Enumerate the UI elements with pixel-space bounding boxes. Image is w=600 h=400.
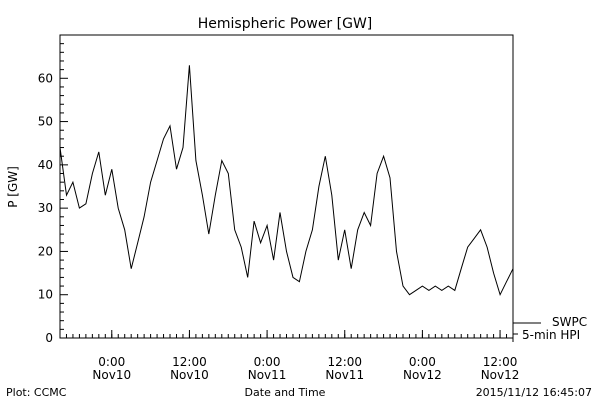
legend-entry-5min-hpi: 5-min HPI [522,328,580,342]
x-tick-label-date: Nov10 [92,368,131,382]
x-tick-label-date: Nov11 [325,368,364,382]
series-line-hemispheric-power [59,65,514,297]
y-tick-label: 10 [38,288,53,302]
legend: SWPC 5-min HPI [512,315,587,342]
x-tick-label-date: Nov12 [403,368,442,382]
x-tick-label-time: 12:00 [483,355,518,369]
y-tick-label: 60 [38,71,53,85]
y-tick-label: 30 [38,201,53,215]
series-layer [59,65,514,297]
x-tick-label-date: Nov11 [248,368,287,382]
x-tick-label-time: 12:00 [172,355,207,369]
x-tick-label-date: Nov12 [481,368,520,382]
plot-frame [59,34,514,339]
x-axis-label: Date and Time [245,386,326,399]
x-tick-label-time: 0:00 [254,355,281,369]
footer-timestamp: 2015/11/12 16:45:07 [476,386,592,399]
x-tick-label-time: 0:00 [98,355,125,369]
y-axis-label: P [GW] [6,166,20,208]
y-tick-label: 0 [45,331,53,345]
x-tick-label-date: Nov10 [170,368,209,382]
y-tick-label: 20 [38,244,53,258]
y-tick-label: 40 [38,158,53,172]
x-axis: 0:00Nov1012:00Nov100:00Nov1112:00Nov110:… [59,330,520,382]
legend-entry-swpc: SWPC [552,315,587,329]
footer-left: Plot: CCMC [6,386,67,399]
y-tick-label: 50 [38,115,53,129]
chart-title: Hemispheric Power [GW] [198,16,373,32]
x-tick-label-time: 0:00 [409,355,436,369]
y-axis: 0 10 20 30 40 50 60 [38,34,68,345]
x-tick-label-time: 12:00 [327,355,362,369]
